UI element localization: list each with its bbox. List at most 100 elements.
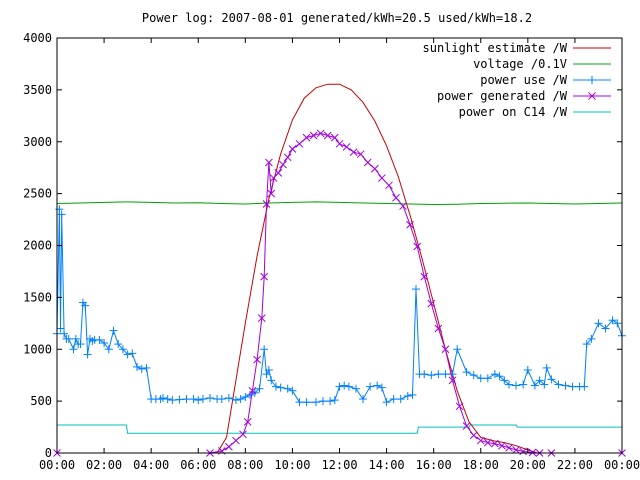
data-point-power-use-w: [194, 396, 203, 405]
data-point-power-generated-w: [239, 430, 247, 439]
data-point-power-use-w: [236, 395, 245, 404]
data-point-power-generated-w: [498, 441, 506, 450]
data-point-power-use-w: [344, 382, 353, 391]
data-point-power-use-w: [512, 381, 521, 390]
data-point-power-generated-w: [257, 314, 266, 322]
legend-label: power on C14 /W: [459, 105, 568, 119]
data-point-power-use-w: [158, 394, 167, 403]
data-point-power-generated-w: [413, 242, 422, 251]
x-tick-label: 22:00: [557, 458, 593, 472]
data-point-power-generated-w: [448, 376, 457, 385]
data-point-power-generated-w: [248, 386, 257, 395]
data-point-power-use-w: [505, 380, 513, 389]
data-point-power-use-w: [601, 324, 610, 333]
data-point-power-use-w: [76, 340, 85, 349]
data-point-power-use-w: [408, 390, 417, 399]
data-point-power-use-w: [389, 395, 398, 404]
legend-label: power generated /W: [437, 89, 568, 103]
data-point-power-generated-w: [253, 355, 261, 364]
data-point-power-use-w: [163, 395, 172, 404]
data-point-power-use-w: [434, 370, 443, 379]
data-point-power-use-w: [396, 395, 405, 404]
data-point-power-use-w: [568, 382, 577, 391]
data-point-power-use-w: [547, 375, 556, 384]
data-point-power-generated-w: [378, 174, 386, 182]
data-point-power-use-w: [182, 395, 191, 404]
y-tick-label: 1500: [23, 290, 52, 304]
data-point-power-use-w: [189, 395, 198, 404]
data-point-power-use-w: [168, 396, 177, 405]
data-point-power-use-w: [271, 382, 280, 391]
data-point-power-use-w: [175, 395, 184, 404]
y-tick-label: 4000: [23, 31, 52, 45]
data-point-power-use-w: [264, 366, 273, 374]
data-point-power-use-w: [351, 384, 360, 393]
data-point-power-use-w: [587, 334, 596, 343]
data-point-power-generated-w: [420, 272, 429, 281]
ticks-layer: 00:00 02:00 04:00 06:00 08:00 10:00 12:00 14:00…: [23, 31, 640, 472]
x-tick-label: 02:00: [86, 458, 122, 472]
data-point-power-use-w: [495, 372, 504, 381]
data-point-power-use-w: [246, 390, 255, 399]
data-point-power-use-w: [382, 398, 391, 407]
data-point-power-use-w: [311, 398, 320, 407]
series-line-power-on-c14-w: [57, 424, 622, 434]
data-point-power-generated-w: [519, 447, 527, 456]
data-point-power-generated-w: [342, 143, 351, 151]
x-tick-label: 08:00: [227, 458, 263, 472]
x-tick-label: 10:00: [274, 458, 310, 472]
data-point-power-use-w: [476, 374, 485, 383]
data-point-power-use-w: [71, 334, 80, 343]
data-point-power-use-w: [283, 384, 292, 393]
data-point-power-use-w: [326, 397, 335, 406]
x-tick-label: 18:00: [463, 458, 499, 472]
data-point-power-use-w: [403, 391, 412, 400]
y-tick-label: 2500: [23, 187, 52, 201]
series-line-sunlight-estimate-w: [57, 83, 622, 454]
data-point-power-generated-w: [349, 148, 358, 156]
legend: sunlight estimate /W voltage /0.1V power u…: [423, 41, 611, 119]
data-point-power-generated-w: [462, 422, 471, 430]
x-tick-label: 04:00: [133, 458, 169, 472]
data-point-power-use-w: [81, 301, 90, 310]
data-point-power-generated-w: [335, 139, 344, 148]
data-point-power-generated-w: [279, 160, 287, 169]
data-point-power-generated-w: [243, 418, 252, 426]
data-point-power-generated-w: [483, 438, 492, 447]
data-point-power-use-w: [340, 381, 349, 390]
series-line-power-generated-w: [57, 132, 622, 454]
data-point-power-use-w: [206, 394, 215, 403]
data-point-power-use-w: [483, 374, 492, 383]
data-point-power-generated-w: [505, 443, 513, 452]
data-point-power-use-w: [373, 381, 382, 390]
series-layer: [53, 83, 626, 457]
data-point-power-use-w: [123, 350, 132, 359]
data-point-power-use-w: [260, 345, 269, 354]
legend-entry: power use /W: [480, 73, 611, 87]
y-tick-label: 1000: [23, 342, 52, 356]
x-tick-label: 14:00: [369, 458, 405, 472]
data-point-power-generated-w: [399, 202, 407, 210]
data-point-power-use-w: [198, 395, 207, 404]
data-point-power-generated-w: [267, 189, 276, 198]
x-tick-label: 00:00: [39, 458, 75, 472]
data-point-power-use-w: [561, 381, 570, 390]
data-point-power-use-w: [104, 345, 113, 354]
data-point-power-use-w: [462, 368, 471, 377]
data-point-power-use-w: [330, 396, 339, 405]
data-point-power-use-w: [83, 350, 92, 359]
data-point-power-use-w: [231, 396, 240, 405]
legend-entry: power generated /W: [437, 89, 611, 103]
data-point-power-generated-w: [309, 131, 318, 140]
data-point-power-generated-w: [295, 139, 304, 148]
data-point-power-generated-w: [512, 446, 520, 454]
data-point-power-use-w: [295, 398, 304, 407]
data-point-power-generated-w: [406, 220, 414, 229]
x-tick-label: 16:00: [416, 458, 452, 472]
data-point-power-generated-w: [302, 133, 311, 142]
data-point-power-generated-w: [274, 169, 283, 177]
data-point-power-use-w: [359, 395, 368, 404]
data-point-power-generated-w: [356, 150, 365, 159]
data-point-power-use-w: [302, 398, 311, 407]
data-point-power-use-w: [56, 324, 65, 333]
